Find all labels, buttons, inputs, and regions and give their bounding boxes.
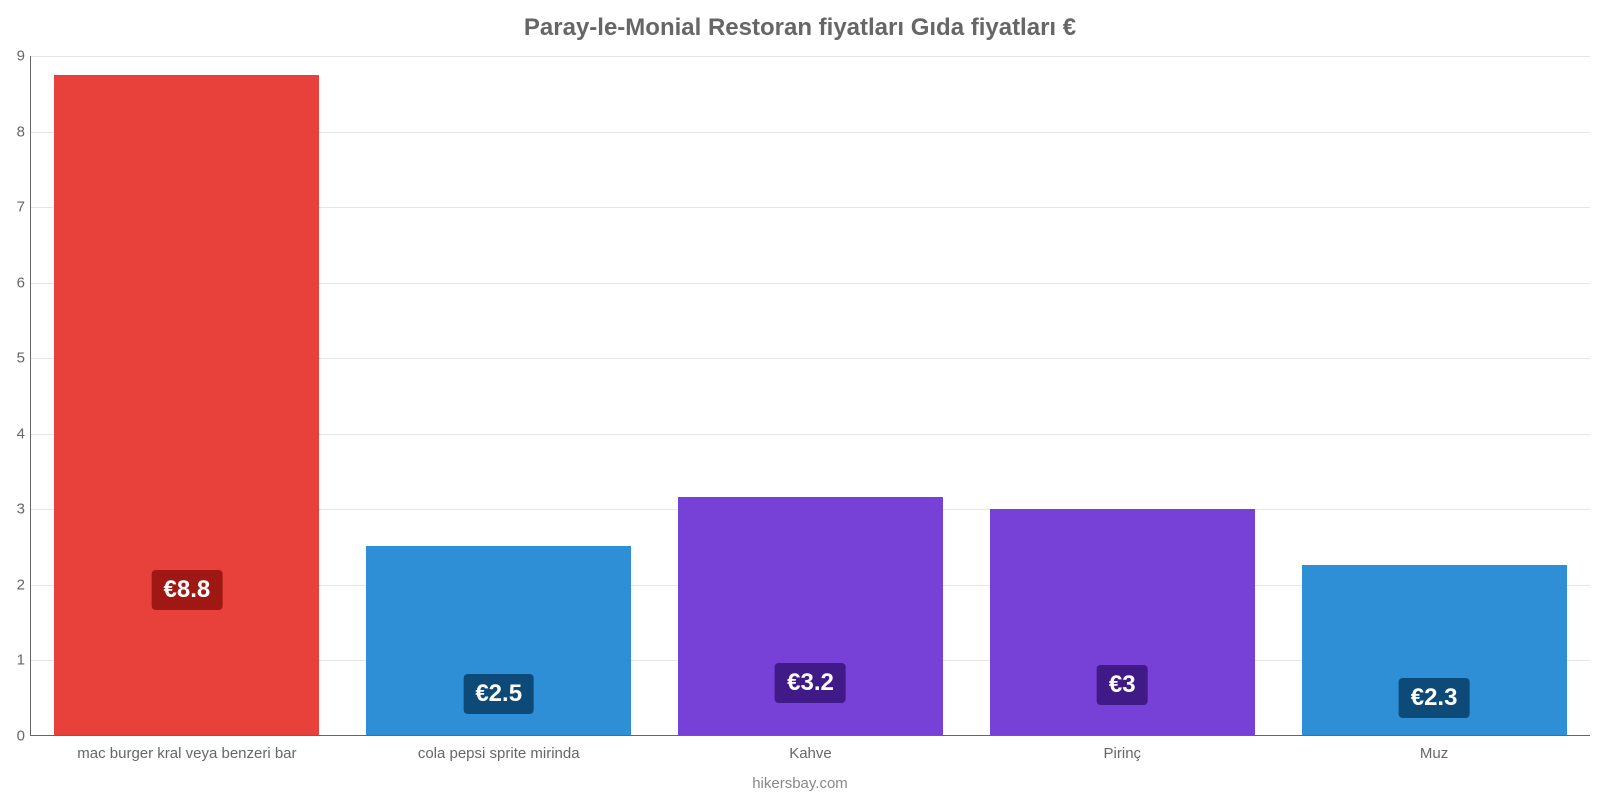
y-tick-label: 1 [3, 652, 25, 669]
bar: €2.5 [366, 546, 631, 735]
bar-value-label: €2.5 [463, 674, 534, 714]
x-tick-label: Muz [1420, 745, 1448, 762]
bar: €3 [990, 509, 1255, 735]
chart-title: Paray-le-Monial Restoran fiyatları Gıda … [0, 14, 1600, 42]
x-tick-label: Kahve [789, 745, 832, 762]
x-tick-label: cola pepsi sprite mirinda [418, 745, 580, 762]
y-tick-label: 2 [3, 576, 25, 593]
plot-area: €8.8mac burger kral veya benzeri bar€2.5… [30, 56, 1590, 736]
price-bar-chart: Paray-le-Monial Restoran fiyatları Gıda … [0, 0, 1600, 800]
y-tick-label: 5 [3, 350, 25, 367]
bar-slot: €8.8mac burger kral veya benzeri bar [54, 56, 319, 735]
bar-value-label: €8.8 [152, 570, 223, 610]
y-tick-label: 3 [3, 501, 25, 518]
bar-slot: €3.2Kahve [678, 56, 943, 735]
y-tick-label: 8 [3, 123, 25, 140]
y-tick-label: 4 [3, 425, 25, 442]
bar-value-label: €3.2 [775, 663, 846, 703]
bar: €3.2 [678, 497, 943, 735]
bar-slot: €2.3Muz [1302, 56, 1567, 735]
bar-value-label: €2.3 [1399, 678, 1470, 718]
bar-value-label: €3 [1097, 665, 1148, 705]
x-tick-label: Pirinç [1104, 745, 1142, 762]
y-tick-label: 0 [3, 728, 25, 745]
x-tick-label: mac burger kral veya benzeri bar [77, 745, 296, 762]
bars-group: €8.8mac burger kral veya benzeri bar€2.5… [31, 56, 1590, 735]
bar: €8.8 [54, 75, 319, 735]
y-tick-label: 7 [3, 199, 25, 216]
y-tick-label: 9 [3, 48, 25, 65]
bar-slot: €2.5cola pepsi sprite mirinda [366, 56, 631, 735]
bar: €2.3 [1302, 565, 1567, 735]
chart-footer: hikersbay.com [0, 775, 1600, 792]
y-tick-label: 6 [3, 274, 25, 291]
bar-slot: €3Pirinç [990, 56, 1255, 735]
